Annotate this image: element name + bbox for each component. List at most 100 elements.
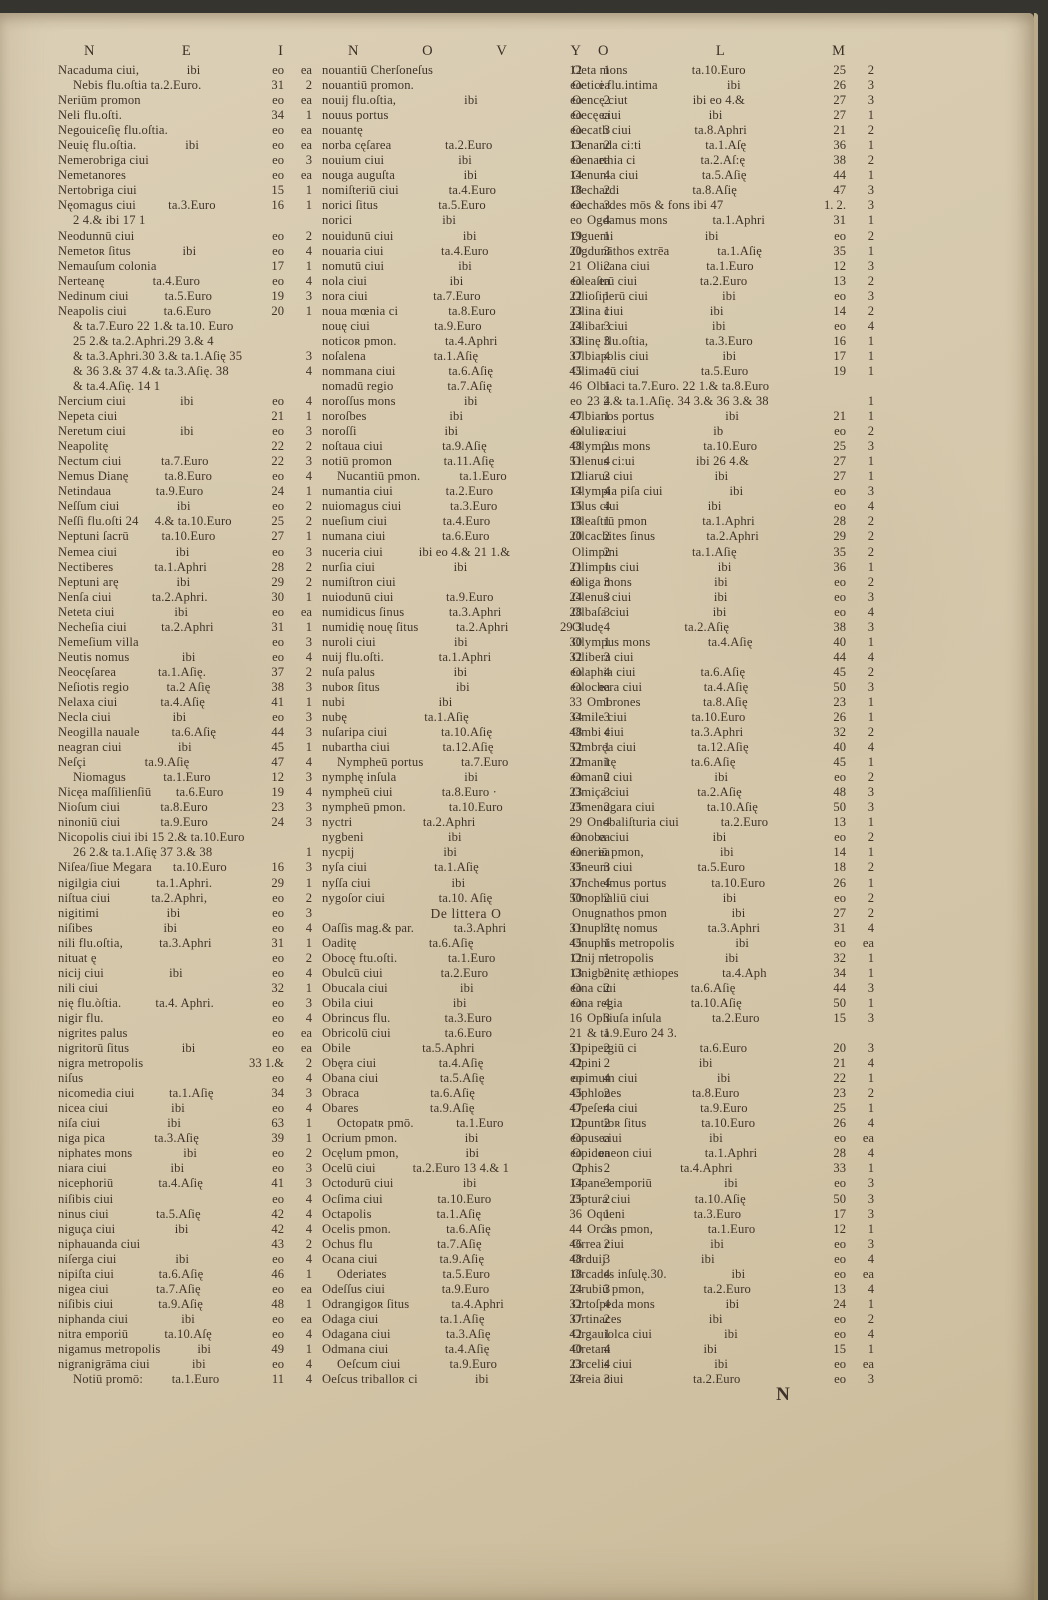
entry-continuation-row: & ta.3.Aphri.30 3.& ta.1.Aſię 35 3 — [58, 349, 312, 364]
entry-map-reference: ta.6.Euro — [442, 529, 490, 544]
entry-part-number: 1 — [603, 935, 610, 950]
entry-map-reference: ta.2.Euro — [720, 815, 769, 830]
index-entry-row: Obila ciui ibi eo 4 — [322, 996, 610, 1011]
entry-page-number: 31 — [833, 920, 846, 935]
entry-page-number: eo — [834, 935, 846, 950]
entry-map-reference: ibi — [463, 168, 478, 183]
index-entry-row: Olina ciui ibi 14 2 — [572, 304, 874, 319]
entry-map-reference: ibi — [463, 394, 478, 409]
entry-continuation-row: 25 2.& ta.2.Aphri.29 3.& 4 — [58, 334, 312, 349]
entry-page-number: 42 — [569, 1056, 582, 1071]
entry-name: Nectum ciui — [58, 454, 122, 469]
entry-name: Olioſiperū ciui — [572, 288, 649, 303]
entry-page-number: eo — [834, 604, 846, 619]
entry-map-reference: ta.7.Euro — [161, 454, 209, 469]
index-entry-row: nommana ciui ta.6.Aſię 45 4 — [322, 364, 610, 379]
entry-page-number: eo — [272, 950, 284, 965]
entry-map-reference: ta.4.Aſię — [703, 679, 749, 694]
entry-part-number: 1 — [867, 363, 874, 378]
entry-part-number: 4 — [867, 1146, 874, 1161]
entry-map-reference: ta.9.Euro — [700, 1101, 748, 1116]
index-entry-row: noroſſi ibi eo ea — [322, 424, 610, 439]
entry-part-number: 1 — [867, 950, 874, 965]
entry-map-reference: ta.8.Euro — [164, 469, 213, 484]
entry-page-number: eo — [272, 1311, 284, 1326]
index-entry-row: noroſſus mons ibi eo 4 — [322, 394, 610, 409]
entry-continuation-row: & ta.4.Aſię. 14 1 — [58, 379, 312, 394]
index-entry-row: Onoba ciui ibi eo 2 — [572, 830, 874, 845]
entry-name: 2 4.& ibi 17 1 — [73, 213, 146, 228]
entry-map-reference: ta.1.Aphri — [704, 1146, 758, 1161]
entry-name: nygoſor ciui — [322, 890, 386, 905]
entry-part-number: 2 — [305, 78, 312, 93]
entry-name: Octapolis — [322, 1206, 372, 1221]
entry-name: Olulis ciui — [572, 424, 627, 439]
index-entry-row: niſibis ciui eo 4 — [58, 1192, 312, 1207]
entry-page-number: 40 — [569, 1341, 582, 1356]
entry-page-number: 40 — [833, 634, 846, 649]
entry-part-number: 2 — [867, 905, 874, 920]
entry-part-number: 1 — [305, 198, 312, 213]
entry-page-number: eo — [834, 288, 846, 303]
entry-map-reference: ibi — [714, 770, 729, 785]
entry-name: Obęra ciui — [322, 1056, 377, 1071]
entry-name: Obrincus flu. — [322, 1010, 391, 1025]
entry-map-reference: ib — [713, 424, 724, 439]
entry-page-number: 24 — [569, 1281, 582, 1296]
entry-page-number: 27 — [833, 905, 846, 920]
header-letter: V — [496, 43, 508, 59]
entry-part-number: 2 — [603, 1056, 610, 1071]
index-entry-row: Ocrium pmon. ibi eo ea — [322, 1131, 610, 1146]
entry-part-number: 4 — [603, 725, 610, 740]
entry-name: Olympia piſa ciui — [572, 484, 663, 499]
index-entry-row: Oechardi ta.8.Aſię 47 3 — [572, 183, 874, 198]
entry-page-number: eo — [834, 318, 846, 333]
entry-name: noua mœnia ci — [322, 303, 399, 318]
index-entry-row: nyſa ciui ta.1.Aſię 35 3 — [322, 860, 610, 875]
entry-page-number: 20 — [271, 303, 284, 318]
entry-page-number: 31 — [271, 619, 284, 634]
entry-name: Opipergiū ci — [572, 1041, 637, 1056]
index-entry-row: Nemauſum colonia 17 1 — [58, 259, 312, 274]
entry-name: Olinę flu.oſtia, — [572, 333, 649, 348]
entry-page-number: 22 — [271, 454, 284, 469]
entry-map-reference: ta.2.Euro — [692, 1372, 741, 1387]
entry-name: Obocę ftu.oſti. — [322, 950, 398, 965]
entry-map-reference: ibi — [708, 1311, 723, 1326]
entry-map-reference: ta.1.Aphri — [702, 514, 755, 529]
index-entry-row: Onuphis metropolis ibi eo ea — [572, 936, 874, 951]
index-entry-row: Obrincus flu. ta.3.Euro 16 3 — [322, 1011, 610, 1026]
entry-page-number: 37 — [569, 348, 582, 363]
entry-name: Ocęlum pmon, — [322, 1146, 399, 1161]
entry-page-number: 35 — [833, 243, 846, 258]
header-letter: O — [422, 43, 434, 59]
entry-part-number: ea — [300, 1026, 312, 1040]
entry-map-reference: ta.5.Euro — [442, 1266, 491, 1281]
entry-page-number: 19 — [271, 288, 284, 303]
entry-name: niphauanda ciui — [58, 1236, 141, 1251]
entry-map-reference: ibi — [464, 93, 478, 108]
entry-map-reference: ibi — [724, 1326, 738, 1341]
entry-part-number: 1 — [603, 228, 610, 243]
entry-page-number: 26 — [833, 710, 846, 725]
index-entry-row: Notiū promō: ta.1.Euro 11 4 — [58, 1372, 312, 1387]
entry-part-number: 2 — [305, 439, 312, 454]
entry-map-reference: ibi — [453, 559, 468, 574]
entry-page-number: eo — [570, 845, 582, 860]
entry-part-number: 4 — [305, 1221, 312, 1236]
entry-name: Odagana ciui — [322, 1326, 391, 1341]
entry-part-number: 2 — [305, 664, 312, 679]
entry-page-number: 25 — [569, 800, 582, 815]
entry-name: niſibes — [58, 920, 93, 935]
entry-name: Opeſena ciui — [572, 1101, 638, 1116]
entry-part-number: 3 — [867, 288, 874, 303]
index-entry-row: Ocana ciui ta.9.Aſię 48 3 — [322, 1252, 610, 1267]
index-entry-row: Olbiapolis ciui ibi 17 1 — [572, 349, 874, 364]
entry-page-number: 31 — [271, 935, 284, 950]
entry-page-number: eo — [272, 1026, 284, 1040]
entry-page-number: 29 — [569, 815, 582, 830]
entry-part-number: 1 — [305, 1116, 312, 1131]
entry-page-number: 41 — [271, 694, 284, 709]
entry-page-number: 24 — [271, 484, 284, 499]
entry-name: Ocelis pmon. — [322, 1221, 391, 1236]
